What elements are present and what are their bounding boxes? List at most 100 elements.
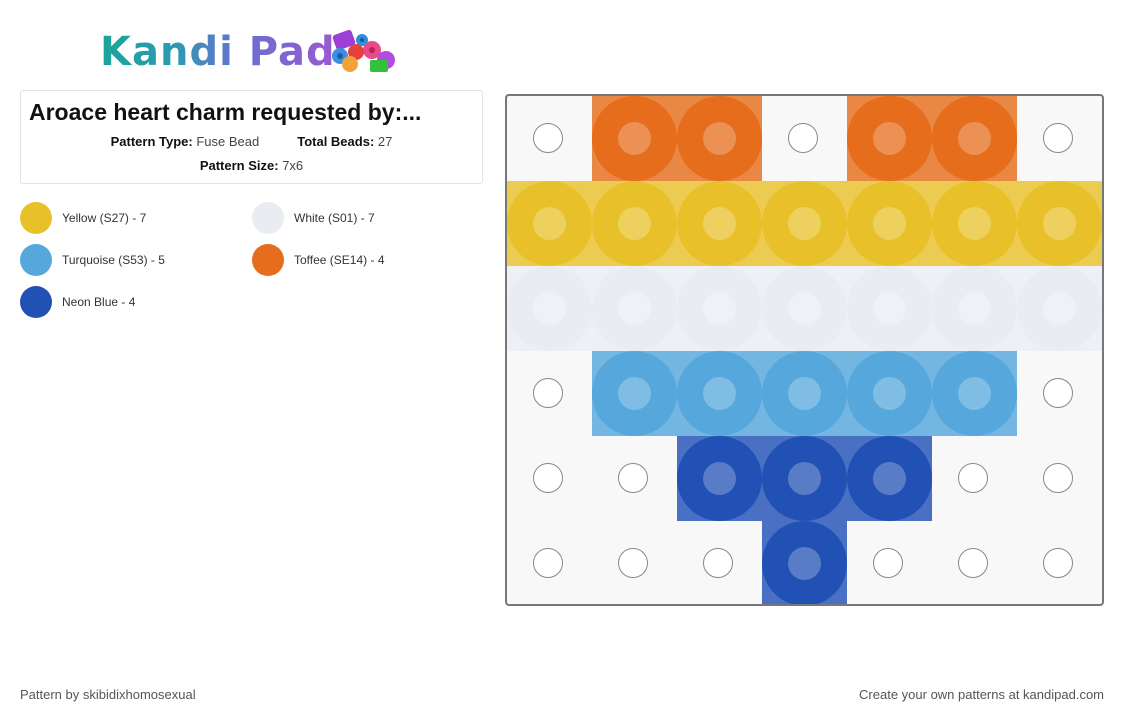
bead-cell[interactable] [592,266,677,351]
peg-circle [1043,548,1073,578]
bead-cell[interactable] [847,96,932,181]
empty-peg[interactable] [932,436,1017,521]
pattern-info-card: Aroace heart charm requested by:... Patt… [20,90,483,184]
peg-circle [533,463,563,493]
empty-peg[interactable] [847,521,932,604]
kandipad-link[interactable]: Create your own patterns at kandipad.com [859,687,1104,702]
peg-circle [958,548,988,578]
empty-peg[interactable] [592,521,677,604]
empty-peg[interactable] [762,96,847,181]
bead-cell[interactable] [1017,266,1102,351]
empty-peg[interactable] [1017,436,1102,521]
bead-cell[interactable] [677,351,762,436]
empty-peg[interactable] [1017,96,1102,181]
bead-hole [873,122,906,155]
bead-cell[interactable] [592,351,677,436]
bead-cell[interactable] [762,436,847,521]
bead-cell[interactable] [847,436,932,521]
bead-cell[interactable] [762,266,847,351]
logo-text: Kandi Pad [100,29,336,75]
legend-label: Toffee (SE14) - 4 [294,253,385,267]
bead-hole [873,377,906,410]
empty-peg[interactable] [677,521,762,604]
pattern-title: Aroace heart charm requested by:... [29,99,422,125]
empty-peg[interactable] [507,351,592,436]
bead-cell[interactable] [762,521,847,604]
white-swatch [252,202,284,234]
bead-cell[interactable] [677,266,762,351]
empty-peg[interactable] [507,436,592,521]
bead-cell[interactable] [847,181,932,266]
neon-blue-swatch [20,286,52,318]
bead-cell[interactable] [507,266,592,351]
empty-peg[interactable] [932,521,1017,604]
pattern-size: Pattern Size: 7x6 [199,158,304,173]
bead-cell[interactable] [507,181,592,266]
bead-cell[interactable] [677,436,762,521]
bead-cell[interactable] [847,351,932,436]
bead [762,181,847,266]
peg-circle [703,548,733,578]
pattern-author: Pattern by skibidixhomosexual [20,687,196,702]
empty-peg[interactable] [507,96,592,181]
legend-label: Yellow (S27) - 7 [62,211,147,225]
bead-hole [873,207,906,240]
empty-peg[interactable] [1017,521,1102,604]
bead-hole [873,292,906,325]
empty-peg[interactable] [592,436,677,521]
bead [932,266,1017,351]
bead [592,96,677,181]
bead-cell[interactable] [677,96,762,181]
bead-hole [958,122,991,155]
bead-hole [958,377,991,410]
bead-hole [958,292,991,325]
bead-cell[interactable] [762,181,847,266]
bead [762,436,847,521]
bead-cell[interactable] [932,181,1017,266]
bead [762,521,847,604]
bead-hole [533,292,566,325]
bead-hole [788,547,821,580]
bead [847,266,932,351]
bead [592,351,677,436]
legend-label: White (S01) - 7 [294,211,375,225]
bead [677,351,762,436]
bead-pegboard[interactable] [505,94,1104,606]
bead-cell[interactable] [592,96,677,181]
legend-label: Neon Blue - 4 [62,295,136,309]
bead-hole [873,462,906,495]
peg-circle [958,463,988,493]
bead [847,351,932,436]
toffee-swatch [252,244,284,276]
bead [847,436,932,521]
bead [677,266,762,351]
bead-hole [703,292,736,325]
legend-item-yellow: Yellow (S27) - 7 [20,202,146,234]
bead-cell[interactable] [932,266,1017,351]
bead [507,266,592,351]
bead [677,436,762,521]
bead [677,181,762,266]
bead-hole [703,462,736,495]
bead-hole [618,292,651,325]
bead-cell[interactable] [592,181,677,266]
bead [1017,266,1102,351]
bead-hole [788,207,821,240]
bead-hole [958,207,991,240]
bead-hole [703,207,736,240]
peg-circle [533,123,563,153]
pattern-type: Pattern Type: Fuse Bead [110,134,260,149]
bead-cell[interactable] [677,181,762,266]
bead-cell[interactable] [932,96,1017,181]
bead-cell[interactable] [847,266,932,351]
bead-cell[interactable] [762,351,847,436]
kandipad-logo[interactable]: Kandi Pad [100,26,410,78]
bead-hole [788,462,821,495]
peg-circle [1043,123,1073,153]
bead-cell[interactable] [932,351,1017,436]
bead-cell[interactable] [1017,181,1102,266]
peg-circle [618,463,648,493]
legend-item-white: White (S01) - 7 [252,202,375,234]
empty-peg[interactable] [507,521,592,604]
empty-peg[interactable] [1017,351,1102,436]
